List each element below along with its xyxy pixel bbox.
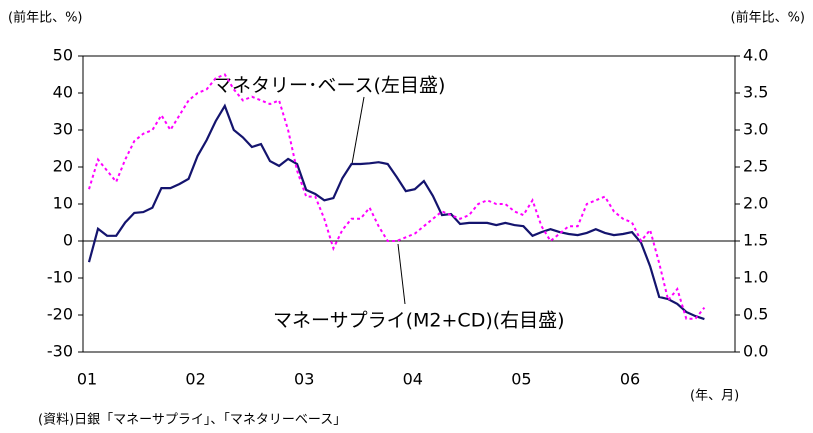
annotation-pointer (397, 243, 406, 305)
y-tick-label: -30 (47, 342, 73, 361)
y-axis-label: (前年比、%) (8, 10, 83, 26)
x-axis-label: (年、月) (690, 389, 739, 404)
y2-tick-label: 3.5 (743, 83, 768, 102)
y2-tick-label: 1.0 (743, 268, 768, 287)
line-series (87, 103, 705, 321)
y2-tick-label: 0.0 (743, 342, 768, 361)
annotation: マネタリー･ベース(左目盛) (213, 75, 445, 97)
x-tick-label: 04 (403, 370, 423, 389)
y-tick-label: -10 (47, 268, 73, 287)
y2-tick-label: 2.5 (743, 157, 768, 176)
y-tick-label: 30 (53, 120, 73, 139)
y2-tick-label: 0.5 (743, 305, 768, 324)
y-tick-label: 40 (53, 83, 73, 102)
x-tick-label: 05 (511, 370, 531, 389)
plot-frame (82, 55, 736, 353)
annotation-pointer (351, 96, 365, 165)
x-tick-label: 01 (77, 370, 97, 389)
y2-tick-label: 1.5 (743, 231, 768, 250)
source-note: (資料)日銀「マネーサプライ」、「マネタリーベース」 (38, 413, 346, 428)
y2-axis-label: (前年比、%) (731, 10, 806, 26)
line-series (88, 73, 706, 320)
x-tick-label: 03 (294, 370, 314, 389)
y-tick-label: -20 (47, 305, 73, 324)
y-tick-label: 10 (53, 194, 73, 213)
y-tick-label: 50 (53, 46, 73, 65)
y2-tick-label: 4.0 (743, 46, 768, 65)
y-tick-label: 20 (53, 157, 73, 176)
x-tick-label: 02 (185, 370, 205, 389)
y2-tick-label: 2.0 (743, 194, 768, 213)
y-tick-label: 0 (63, 231, 73, 250)
annotation: マネーサプライ(M2+CD)(右目盛) (273, 310, 565, 332)
x-tick-label: 06 (620, 370, 640, 389)
y2-tick-label: 3.0 (743, 120, 768, 139)
